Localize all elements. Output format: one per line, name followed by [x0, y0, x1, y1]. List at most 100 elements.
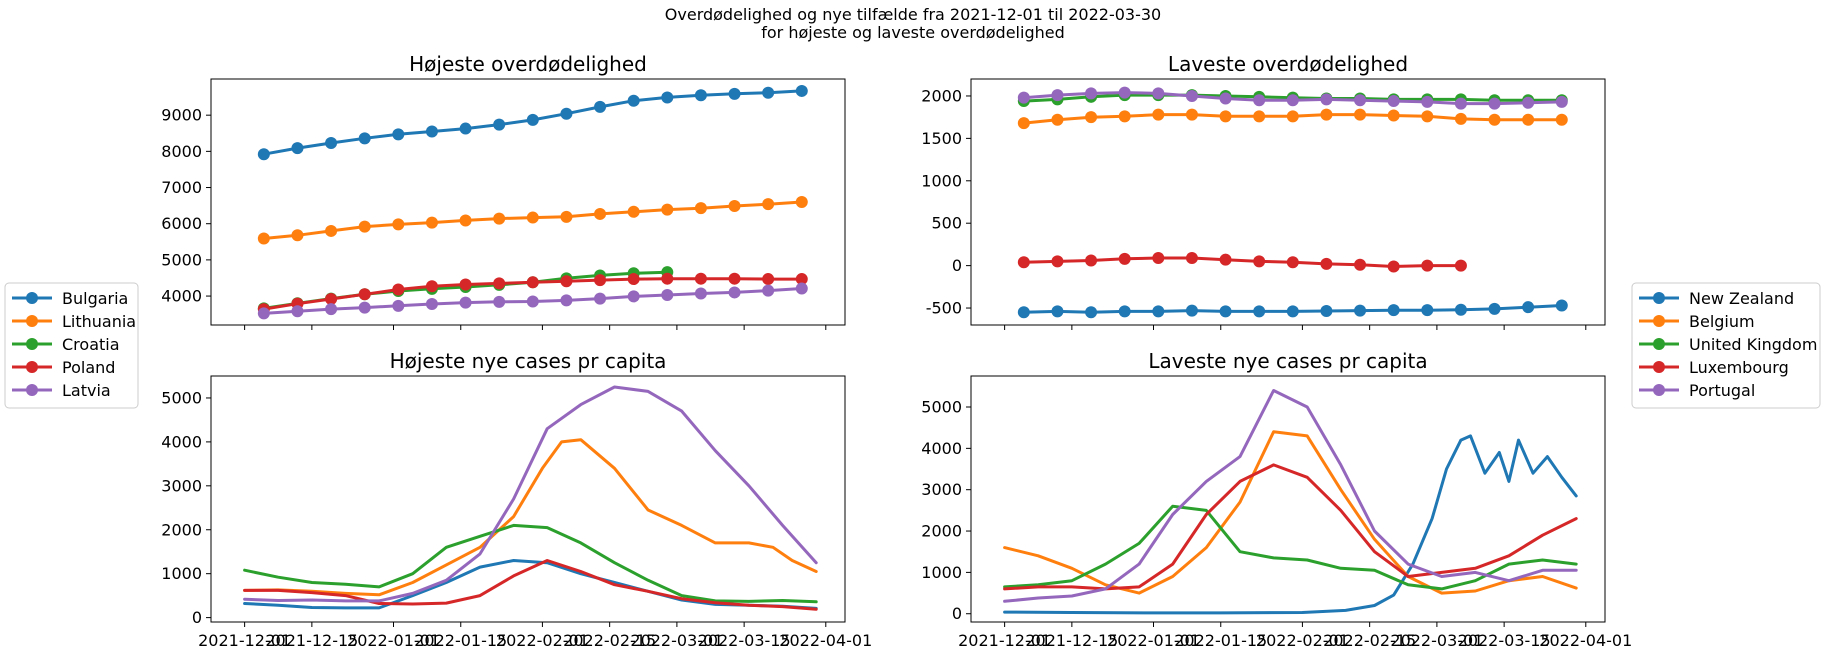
y-tick-label: 4000	[921, 439, 962, 458]
legend-frame	[1631, 282, 1821, 409]
data-point	[694, 287, 707, 300]
data-point	[1253, 110, 1266, 123]
data-point	[1219, 253, 1232, 266]
data-point	[392, 218, 405, 231]
x-tick-label: 2022-02-15	[563, 631, 656, 650]
axes-title: Laveste overdødelighed	[1168, 52, 1408, 76]
data-point	[728, 286, 741, 299]
data-point	[1152, 108, 1165, 121]
legend-marker	[26, 338, 38, 350]
data-point	[425, 125, 438, 138]
y-tick-label: 3000	[161, 476, 202, 495]
data-point	[1185, 89, 1198, 102]
data-point	[1320, 93, 1333, 106]
data-point	[1421, 304, 1434, 317]
x-tick-label: 2022-01-01	[1107, 631, 1200, 650]
data-point	[1421, 259, 1434, 272]
data-point	[1286, 94, 1299, 107]
data-point	[1185, 304, 1198, 317]
x-tick-label: 2021-12-01	[958, 631, 1051, 650]
data-point	[493, 118, 506, 131]
data-point	[1421, 110, 1434, 123]
legend-marker	[26, 292, 38, 304]
panel-highest-excess-mortality: Højeste overdødelighed 4000 5000 6000 7000 80…	[161, 52, 846, 330]
data-point	[1522, 113, 1535, 126]
data-point	[358, 132, 371, 145]
data-point	[425, 280, 438, 293]
data-point	[1488, 97, 1501, 110]
data-point	[1387, 304, 1400, 317]
data-point	[627, 94, 640, 107]
legend-left: Bulgaria Lithuania Croatia Poland Latvia	[4, 282, 139, 409]
x-tick-label: 2022-03-15	[698, 631, 791, 650]
data-point	[1354, 304, 1367, 317]
data-point	[694, 202, 707, 215]
y-tick-label: 1000	[161, 564, 202, 583]
x-tick-label: 2022-04-01	[1539, 631, 1632, 650]
data-point	[526, 276, 539, 289]
data-point	[1118, 252, 1131, 265]
series-line-portugal	[1003, 389, 1578, 603]
data-point	[358, 220, 371, 233]
data-point	[257, 232, 270, 245]
y-tick-label: 5000	[921, 398, 962, 417]
data-point	[257, 148, 270, 161]
data-point	[1085, 111, 1098, 124]
data-point	[1085, 87, 1098, 100]
x-tick-label: 2022-04-01	[779, 631, 872, 650]
data-point	[762, 198, 775, 211]
axes-frame	[210, 78, 846, 326]
data-point	[795, 196, 808, 208]
data-point	[257, 307, 270, 320]
data-point	[1253, 94, 1266, 107]
data-point	[762, 86, 775, 99]
axes-title: Højeste overdødelighed	[409, 52, 647, 76]
data-point	[762, 284, 775, 297]
data-point	[661, 203, 674, 216]
y-tick-label: 5000	[161, 388, 202, 407]
data-point	[325, 303, 338, 316]
data-point	[1017, 306, 1030, 319]
data-point	[493, 277, 506, 290]
panel-lowest-excess-mortality: Laveste overdødelighed -500 0 500 1000 1500 20…	[921, 52, 1606, 330]
x-tick-label: 2021-12-15	[1025, 631, 1118, 650]
data-point	[661, 91, 674, 104]
data-point	[1320, 108, 1333, 121]
legend-marker	[26, 361, 38, 373]
legend-marker	[1653, 384, 1665, 396]
data-point	[1454, 97, 1467, 110]
y-tick-label: 1500	[921, 129, 962, 148]
legend-marker	[1653, 361, 1665, 373]
data-point	[1017, 256, 1030, 269]
data-point	[728, 272, 741, 285]
x-tick-label: 2021-12-01	[198, 631, 291, 650]
y-tick-label: 2000	[161, 520, 202, 539]
legend-entry-label: Bulgaria	[62, 289, 128, 308]
data-point	[425, 298, 438, 311]
data-point	[1488, 302, 1501, 315]
data-point	[661, 272, 674, 285]
legend-entry-label: New Zealand	[1689, 289, 1794, 308]
data-point	[1522, 96, 1535, 109]
data-point	[694, 272, 707, 285]
y-tick-label: 4000	[161, 287, 202, 306]
axes-title: Laveste nye cases pr capita	[1148, 349, 1427, 373]
data-point	[594, 292, 607, 305]
legend-entry-label: Portugal	[1689, 381, 1755, 400]
data-point	[1152, 251, 1165, 264]
series-line-lithuania	[243, 438, 818, 597]
x-tick-label: 2021-12-15	[265, 631, 358, 650]
data-point	[1185, 108, 1198, 121]
legend-right: New Zealand Belgium United Kingdom Luxembou…	[1631, 282, 1821, 409]
legend-marker	[1653, 292, 1665, 304]
data-point	[526, 113, 539, 126]
data-point	[1320, 305, 1333, 318]
data-point	[1488, 113, 1501, 126]
data-point	[1152, 87, 1165, 100]
data-point	[560, 107, 573, 120]
data-point	[1152, 305, 1165, 318]
axes-frame	[210, 375, 846, 623]
series-line-new-zealand	[1003, 434, 1578, 615]
y-tick-label: 1000	[921, 171, 962, 190]
